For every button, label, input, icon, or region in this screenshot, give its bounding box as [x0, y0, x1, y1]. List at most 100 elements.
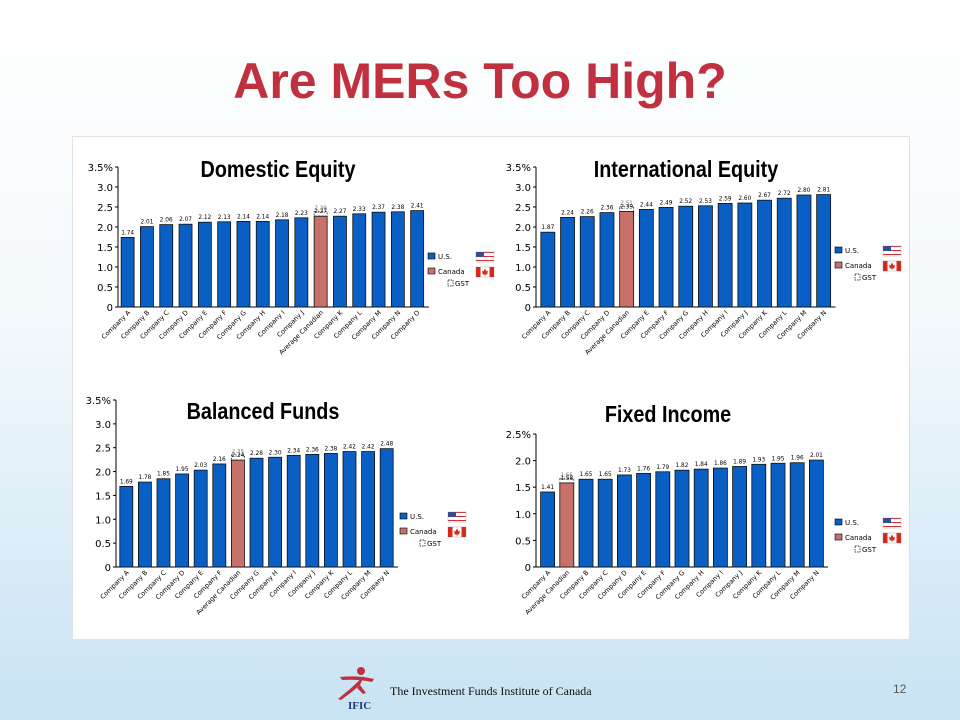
bar-value-label: 2.42 — [362, 445, 375, 451]
bar-value-label: 2.34 — [287, 448, 300, 454]
bar-us — [212, 463, 227, 568]
bar-value-label: 2.49 — [660, 200, 673, 206]
logo-text: IFIC — [348, 700, 371, 711]
bar-value-label: 1.78 — [138, 475, 151, 481]
bar-us — [678, 205, 694, 308]
legend-swatch-us — [834, 246, 843, 254]
bar-value-label: 2.38 — [391, 205, 404, 211]
bar-us — [597, 478, 613, 568]
chart-2: International Equity 0 0.5 1.0 1.5 2.0 2.5 3.0 3… — [506, 157, 902, 356]
y-tick-label: 2.0 — [95, 468, 111, 479]
y-tick-label: 1.0 — [97, 263, 113, 274]
legend-label-us: U.S. — [845, 247, 859, 255]
bar-value-label: 2.03 — [194, 463, 207, 469]
y-tick-label: 0 — [525, 303, 531, 314]
y-tick-label: 1.5 — [97, 243, 113, 254]
footer-organization: The Investment Funds Institute of Canada — [390, 684, 592, 698]
y-tick-label: 2.0 — [515, 223, 531, 234]
bar-value-label: 1.74 — [121, 230, 134, 236]
canada-flag-icon — [882, 532, 902, 544]
bar-us — [371, 211, 386, 308]
bar-value-label: 2.12 — [198, 215, 211, 221]
legend-label-gst: GST — [455, 280, 470, 288]
bar-value-label: 2.16 — [213, 457, 226, 463]
bar-value-label: 2.36 — [600, 206, 613, 212]
bar-us — [732, 466, 747, 568]
legend-swatch-gst — [419, 539, 426, 547]
bar-us — [737, 202, 753, 308]
chart-legend: U.S. Canada GST — [399, 511, 467, 548]
chart-3: Balanced Funds 0 0.5 1.0 1.5 2.0 2.5 3.0 3.5% 1.6… — [86, 396, 467, 616]
legend-swatch-gst — [447, 279, 454, 287]
page-number: 12 — [893, 682, 907, 696]
legend-label-us: U.S. — [845, 519, 859, 527]
ific-logo: IFIC — [338, 667, 374, 711]
chart-legend: U.S. Canada GST — [834, 245, 902, 282]
canada-flag-icon — [447, 526, 467, 538]
y-tick-label: 0.5 — [515, 283, 531, 294]
bar-value-label: 2.53 — [699, 199, 712, 205]
bar-value-label: 2.07 — [179, 217, 192, 223]
chart-title: Fixed Income — [605, 402, 731, 428]
legend-swatch-us — [399, 512, 408, 520]
bar-us — [578, 478, 594, 568]
legend-label-canada: Canada — [845, 534, 872, 542]
bar-us — [599, 212, 615, 308]
bar-value-label: 1.87 — [541, 225, 554, 231]
y-tick-label: 0.5 — [97, 283, 113, 294]
bar-canada — [313, 215, 328, 308]
bar-us — [717, 203, 733, 308]
bar-us — [757, 199, 772, 308]
bar-value-label: 1.89 — [733, 459, 746, 465]
bar-us — [809, 459, 824, 568]
bar-value-label: 2.44 — [640, 202, 653, 208]
bar-us — [713, 467, 728, 568]
bar-value-label: 2.41 — [411, 204, 424, 210]
bar-us — [636, 472, 651, 568]
legend-label-gst: GST — [427, 540, 442, 548]
bar-us — [119, 485, 134, 568]
gst-extension — [313, 211, 328, 217]
bar-us — [579, 216, 595, 308]
bar-us — [193, 469, 208, 568]
y-tick-label: 0.5 — [95, 539, 111, 550]
y-tick-label: 3.5% — [86, 396, 111, 407]
bar-us — [138, 481, 152, 568]
bar-us — [342, 451, 357, 568]
legend-swatch-gst — [854, 545, 861, 553]
bar-value-label: 2.42 — [343, 445, 356, 451]
y-tick-label: 2.0 — [515, 457, 531, 468]
chart-4: Fixed Income00.51.01.52.02.5%1.41Company… — [506, 402, 902, 616]
bar-us — [655, 471, 671, 568]
y-tick-label: 3.5% — [506, 163, 531, 174]
bar-value-label: 1.82 — [676, 463, 689, 469]
bar-value-label: 1.86 — [714, 461, 727, 467]
bar-value-label: 1.69 — [120, 479, 133, 485]
bar-value-label: 2.27 — [333, 209, 346, 215]
bar-value-label: 1.58 — [560, 476, 573, 482]
legend-label-us: U.S. — [410, 513, 424, 521]
bar-us — [560, 217, 575, 308]
us-flag-icon — [882, 245, 902, 257]
bar-value-label: 2.67 — [758, 193, 771, 199]
legend-swatch-canada — [399, 527, 408, 535]
y-tick-label: 0 — [105, 563, 111, 574]
bar-value-label: 2.59 — [719, 196, 732, 202]
bar-value-label: 1.95 — [772, 456, 785, 462]
bar-value-label: 1.65 — [580, 472, 593, 478]
bar-us — [275, 219, 289, 308]
us-flag-icon — [882, 517, 902, 529]
charts-panel: Domestic Equity 0 0.5 1.0 1.5 2.0 2.5 3.0 3.5% 1.… — [72, 136, 910, 640]
bar-value-label: 2.13 — [218, 215, 231, 221]
bar-value-label: 2.37 — [372, 205, 385, 211]
bar-us — [410, 210, 425, 308]
legend-label-canada: Canada — [845, 262, 872, 270]
y-tick-label: 1.5 — [515, 243, 531, 254]
bar-value-label: 2.27 — [314, 209, 327, 215]
bar-us — [156, 478, 171, 568]
y-tick-label: 1.5 — [95, 491, 111, 502]
bar-us — [140, 226, 154, 308]
slide-title: Are MERs Too High? — [233, 53, 727, 109]
bar-value-label: 2.39 — [620, 204, 633, 210]
y-tick-label: 1.0 — [515, 263, 531, 274]
